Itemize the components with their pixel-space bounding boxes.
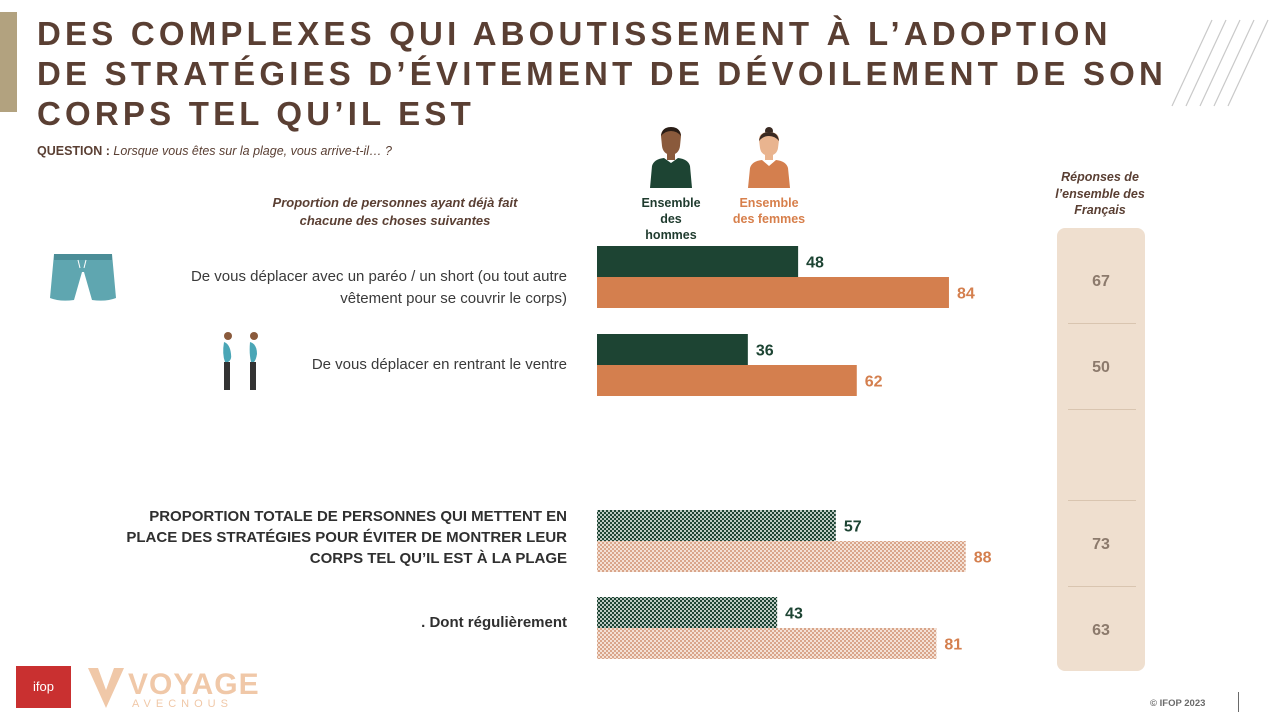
row-label-line: De vous déplacer en rentrant le ventre bbox=[311, 356, 567, 373]
response-value: 73 bbox=[1092, 536, 1110, 553]
bar-men bbox=[597, 597, 778, 628]
responses-separator bbox=[1068, 500, 1136, 501]
response-value: 63 bbox=[1092, 622, 1110, 639]
ifop-logo: ifop bbox=[16, 666, 71, 708]
responses-header-line: Réponses de bbox=[1061, 170, 1139, 184]
response-value: 67 bbox=[1092, 273, 1110, 290]
bar-value-label: 62 bbox=[865, 374, 883, 391]
row-label-line: PLACE DES STRATÉGIES POUR ÉVITER DE MONT… bbox=[126, 529, 567, 546]
bar-women bbox=[597, 628, 937, 659]
responses-column bbox=[1057, 228, 1145, 671]
title-line: DE STRATÉGIES D’ÉVITEMENT DE DÉVOILEMENT… bbox=[37, 55, 1168, 92]
posture-icon bbox=[223, 332, 258, 390]
legend-line: des femmes bbox=[732, 212, 806, 226]
row-label-line: PROPORTION TOTALE DE PERSONNES QUI METTE… bbox=[149, 508, 567, 525]
woman-icon bbox=[748, 127, 790, 188]
bar-value-label: 48 bbox=[806, 255, 824, 272]
bar-value-label: 57 bbox=[844, 519, 862, 536]
caption-line: Proportion de personnes ayant déjà fait bbox=[272, 195, 518, 210]
legend-women: Ensemble des femmes bbox=[727, 126, 811, 227]
question-label: QUESTION : bbox=[37, 144, 110, 158]
row-label-line: CORPS TEL QU’IL EST À LA PLAGE bbox=[309, 550, 567, 567]
man-icon bbox=[650, 127, 692, 188]
bar-value-label: 43 bbox=[785, 606, 803, 623]
legend-men-label: Ensemble des hommes bbox=[633, 195, 709, 243]
shorts-icon bbox=[50, 254, 116, 301]
legend-line: Ensemble bbox=[641, 196, 701, 210]
page-title: DES COMPLEXES QUI ABOUTISSEMENT À L’ADOP… bbox=[37, 14, 1168, 134]
legend-men: Ensemble des hommes bbox=[633, 126, 709, 243]
row-label: De vous déplacer avec un paréo / un shor… bbox=[191, 266, 567, 310]
legend-women-label: Ensemble des femmes bbox=[727, 195, 811, 227]
question: QUESTION : Lorsque vous êtes sur la plag… bbox=[37, 144, 392, 158]
row-label-line: . Dont régulièrement bbox=[421, 614, 567, 631]
bar-value-label: 36 bbox=[756, 343, 774, 360]
responses-header-line: l’ensemble des bbox=[1055, 186, 1145, 201]
bar-women bbox=[597, 277, 949, 308]
accent-bar bbox=[0, 12, 17, 112]
response-value: 50 bbox=[1092, 359, 1110, 376]
row-label: PROPORTION TOTALE DE PERSONNES QUI METTE… bbox=[126, 506, 567, 569]
proportion-caption: Proportion de personnes ayant déjà fait … bbox=[245, 194, 545, 230]
caption-line: chacune des choses suivantes bbox=[299, 213, 491, 228]
copyright-divider bbox=[1238, 692, 1239, 712]
responses-separator bbox=[1068, 409, 1136, 410]
row-label: De vous déplacer en rentrant le ventre bbox=[312, 354, 567, 376]
decorative-lines-icon bbox=[1171, 19, 1269, 107]
bar-value-label: 84 bbox=[957, 286, 975, 303]
row-label: . Dont régulièrement bbox=[421, 612, 567, 633]
title-line: CORPS TEL QU’IL EST bbox=[37, 95, 475, 132]
title-line: DES COMPLEXES QUI ABOUTISSEMENT À L’ADOP… bbox=[37, 15, 1112, 52]
bar-women bbox=[597, 541, 966, 572]
bar-men bbox=[597, 334, 748, 365]
legend-line: Ensemble bbox=[739, 196, 799, 210]
responses-separator bbox=[1068, 323, 1136, 324]
row-label-line: vêtement pour se couvrir le corps) bbox=[340, 290, 567, 307]
copyright: © IFOP 2023 bbox=[1150, 698, 1206, 709]
responses-header-line: Français bbox=[1074, 203, 1126, 217]
row-label-line: De vous déplacer avec un paréo / un shor… bbox=[190, 268, 567, 285]
voyage-logo-subtext: AVECNOUS bbox=[132, 698, 233, 710]
legend-line: des hommes bbox=[645, 212, 697, 242]
responses-separator bbox=[1068, 586, 1136, 587]
responses-header: Réponses de l’ensemble des Français bbox=[1040, 169, 1160, 219]
voyage-logo-text: VOYAGE bbox=[128, 668, 260, 701]
bar-men bbox=[597, 246, 799, 277]
question-text: Lorsque vous êtes sur la plage, vous arr… bbox=[113, 144, 393, 158]
bar-value-label: 81 bbox=[944, 637, 962, 654]
bar-women bbox=[597, 365, 857, 396]
voyage-logo-icon bbox=[88, 668, 124, 708]
bar-men bbox=[597, 510, 836, 541]
bar-value-label: 88 bbox=[974, 550, 992, 567]
